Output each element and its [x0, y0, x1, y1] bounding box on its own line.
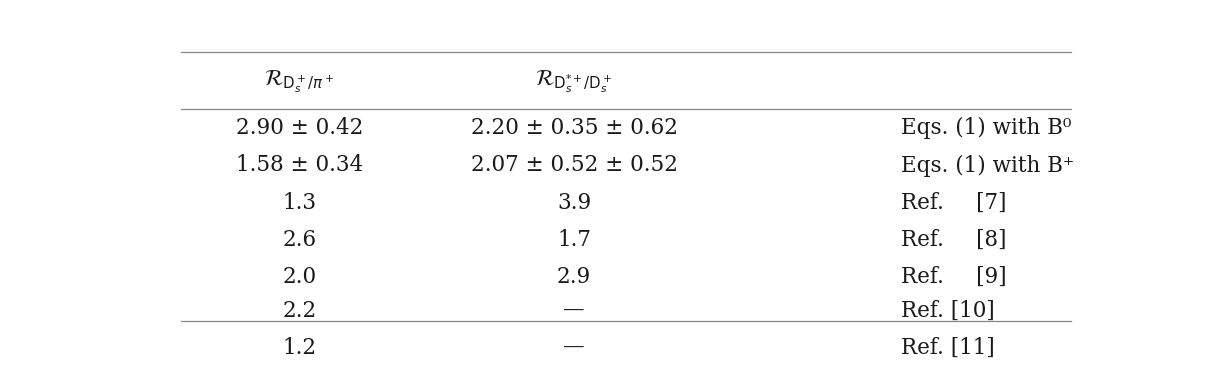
- Text: Ref.  [9]: Ref. [9]: [901, 266, 1007, 287]
- Text: Eqs. (1) with B⁺: Eqs. (1) with B⁺: [901, 154, 1074, 176]
- Text: 2.90 ± 0.42: 2.90 ± 0.42: [236, 117, 363, 139]
- Text: 2.6: 2.6: [282, 229, 316, 250]
- Text: Ref. [10]: Ref. [10]: [901, 300, 995, 322]
- Text: 2.2: 2.2: [282, 300, 316, 322]
- Text: —: —: [563, 300, 585, 322]
- Text: $\mathcal{R}_{\mathrm{D}_s^{*+}/\mathrm{D}_s^+}$: $\mathcal{R}_{\mathrm{D}_s^{*+}/\mathrm{…: [535, 68, 613, 95]
- Text: Ref.  [7]: Ref. [7]: [901, 192, 1007, 213]
- Text: 1.58 ± 0.34: 1.58 ± 0.34: [236, 155, 363, 176]
- Text: 2.9: 2.9: [557, 266, 591, 287]
- Text: 2.0: 2.0: [282, 266, 316, 287]
- Text: 1.2: 1.2: [282, 337, 316, 359]
- Text: Ref. [11]: Ref. [11]: [901, 337, 995, 359]
- Text: Eqs. (1) with B⁰: Eqs. (1) with B⁰: [901, 117, 1072, 139]
- Text: —: —: [563, 337, 585, 359]
- Text: 3.9: 3.9: [557, 192, 591, 213]
- Text: 2.20 ± 0.35 ± 0.62: 2.20 ± 0.35 ± 0.62: [470, 117, 678, 139]
- Text: Ref.  [8]: Ref. [8]: [901, 229, 1007, 250]
- Text: 1.3: 1.3: [282, 192, 316, 213]
- Text: 2.07 ± 0.52 ± 0.52: 2.07 ± 0.52 ± 0.52: [470, 155, 678, 176]
- Text: 1.7: 1.7: [557, 229, 591, 250]
- Text: $\mathcal{R}_{\mathrm{D}_s^+/\pi^+}$: $\mathcal{R}_{\mathrm{D}_s^+/\pi^+}$: [264, 68, 335, 95]
